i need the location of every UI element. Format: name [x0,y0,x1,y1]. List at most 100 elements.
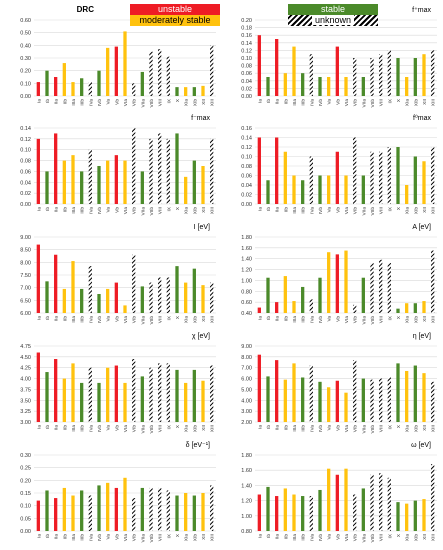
x-tick-label: VIIa [140,425,146,434]
x-tick-label: X [175,98,181,102]
x-tick-label: IIIa [71,207,77,214]
bar-VIIb [149,487,153,531]
x-tick-label: Va [327,99,333,105]
x-tick-label: VIb [132,99,138,107]
bar-IX [166,277,170,313]
x-tick-label: IIIb [80,99,86,106]
x-tick-label: Ib [266,534,272,538]
x-tick-label: Vb [335,316,341,322]
x-tick-label: VIIb [370,99,376,108]
y-tick-label: 0.10 [20,148,31,154]
x-tick-label: IIb [62,534,68,540]
bar-IIa [54,77,58,96]
bar-XIb [192,369,196,422]
bar-IIIa [71,363,75,422]
bar-XIb [413,156,417,204]
bar-Ia [257,494,261,531]
bar-Va [106,160,110,204]
x-tick-label: Vb [335,534,341,540]
bar-VIa [344,175,348,204]
y-tick-label: 0.06 [241,174,252,180]
bar-IIb [62,378,66,422]
chart-panel-3: f⁰max 0.00 0.02 0.04 0.06 0.08 0.10 0.12 0.14 0.1… [241,114,437,216]
bar-IIIb [301,377,305,422]
x-tick-label: VIIa [140,316,146,325]
x-tick-label: VIII [158,316,164,323]
bar-X [175,369,179,422]
bar-Va [327,252,331,313]
x-tick-label: IX [387,98,393,103]
x-tick-label: IIIa [71,99,77,106]
x-tick-label: XIb [192,207,198,215]
x-tick-label: VIa [344,316,350,324]
bar-XIII [210,365,214,422]
x-tick-label: XIb [413,316,419,324]
bar-VIIb [149,138,153,204]
x-tick-label: IVa [88,534,94,541]
x-tick-label: VIa [123,207,129,215]
bar-XII [201,166,205,204]
bar-VIII [158,363,162,422]
x-tick-label: IIa [54,425,60,431]
y-tick-label: 0.25 [20,466,31,472]
bar-XIa [184,493,188,531]
x-tick-label: XIII [210,534,216,541]
x-tick-label: Vb [335,99,341,105]
bar-Ib [266,180,270,204]
x-tick-label: Ib [45,425,51,429]
bar-VIII [158,49,162,96]
bar-VIb [353,360,357,422]
bar-XIa [405,185,409,204]
x-tick-label: IVb [318,316,324,324]
y-tick-label: 6.00 [241,377,252,383]
y-tick-label: 1.60 [241,468,252,474]
bar-VIb [132,498,136,531]
y-tick-label: 0.40 [20,43,31,49]
bar-IIIb [80,382,84,422]
x-tick-label: Va [106,425,112,431]
x-tick-label: IIIb [301,425,307,432]
x-tick-label: Ia [36,534,42,538]
chart-title: DRC [77,5,95,14]
x-tick-label: VIa [344,534,350,542]
y-tick-label: 1.00 [241,278,252,284]
x-tick-label: VIb [353,534,359,542]
y-tick-label: 0.14 [241,136,252,142]
bar-VIIa [140,71,144,96]
y-tick-label: 0.02 [241,193,252,199]
x-tick-label: IIa [275,316,281,322]
x-tick-label: VIIa [361,99,367,108]
x-tick-label: IX [166,424,172,429]
y-tick-label: 0.00 [241,94,252,100]
bar-XIa [405,77,409,96]
x-tick-label: VIII [379,316,385,323]
x-tick-label: IX [166,533,172,538]
x-tick-label: IIa [275,425,281,431]
bar-IVb [97,382,101,422]
y-tick-label: 8.00 [241,355,252,361]
x-tick-label: Vb [335,425,341,431]
x-tick-label: IIIa [71,316,77,323]
x-tick-label: XIa [184,534,190,542]
chart-title: χ [eV] [192,333,210,340]
x-tick-label: XIa [405,99,411,107]
x-tick-label: XII [422,99,428,105]
y-tick-label: 4.25 [20,366,31,372]
y-tick-label: 0.04 [241,79,252,85]
bar-IIb [62,63,66,96]
x-tick-label: IX [387,315,393,320]
x-tick-label: IIIb [301,99,307,106]
x-tick-label: IIb [283,534,289,540]
bar-IIIb [80,171,84,204]
bar-Va [106,367,110,422]
x-tick-label: X [175,424,181,428]
x-tick-label: IVa [88,425,94,432]
bar-VIa [344,468,348,531]
bar-IVa [88,495,92,531]
bar-XIa [405,503,409,531]
bar-Va [327,77,331,96]
bar-VIIa [361,277,365,313]
x-tick-label: IVb [97,207,103,215]
bar-Ia [257,137,261,204]
bar-Vb [114,46,118,96]
